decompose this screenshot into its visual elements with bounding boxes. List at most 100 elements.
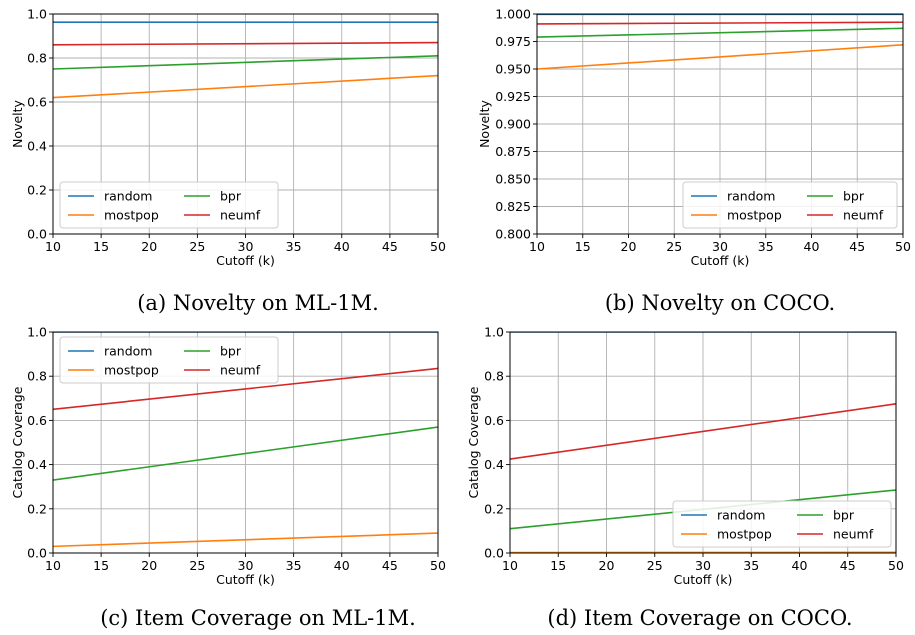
legend-label-mostpop: mostpop [104,363,159,378]
series-line-bpr [53,55,438,70]
y-tick-label: 0.0 [484,546,504,561]
chart-panel-1: 10 15 20 25 30 35 40 45 50 0.0 0.2 0.4 0.6 0.8 1.0 Cuto… [10,7,446,316]
y-axis-label: Catalog Coverage [466,386,481,498]
legend: random mostpop bpr neumf [672,500,892,548]
x-tick-label: 35 [286,239,302,254]
x-tick-label: 15 [550,558,566,573]
legend-label-neumf: neumf [220,208,261,223]
legend-box [59,336,279,384]
y-tick-label: 0.800 [495,227,531,242]
y-tick-label: 0.925 [495,89,531,104]
y-tick-label: 1.0 [27,7,47,22]
y-tick-label: 0.950 [495,62,531,77]
x-tick-label: 35 [758,239,774,254]
legend-label-bpr: bpr [843,189,865,204]
legend-label-neumf: neumf [220,363,261,378]
y-tick-label: 0.6 [27,95,47,110]
chart-panel-3: 10 15 20 25 30 35 40 45 50 0.0 0.2 0.4 0.6 0.8 1.0 Cuto… [10,325,446,631]
x-tick-label: 40 [334,558,350,573]
chart-panel-4: 10 15 20 25 30 35 40 45 50 0.0 0.2 0.4 0.6 0.8 1.0 Cuto… [466,325,904,631]
y-tick-label: 1.0 [484,325,504,340]
x-tick-label: 10 [45,239,61,254]
x-tick-label: 20 [599,558,615,573]
y-tick-label: 0.4 [27,457,47,472]
legend-label-random: random [104,189,152,204]
x-axis-label: Cutoff (k) [674,572,733,587]
x-axis-label: Cutoff (k) [216,253,275,268]
panel-caption: (c) Item Coverage on ML-1M. [100,606,416,630]
legend-box [59,181,279,229]
y-axis-label: Novelty [477,99,492,147]
x-tick-label: 25 [189,239,205,254]
legend-label-mostpop: mostpop [727,208,782,223]
legend-label-bpr: bpr [220,189,242,204]
y-tick-label: 0.825 [495,199,531,214]
x-tick-label: 45 [840,558,856,573]
x-tick-label: 50 [888,558,904,573]
x-tick-label: 50 [430,558,446,573]
y-tick-label: 0.2 [27,501,47,516]
x-tick-label: 35 [743,558,759,573]
y-tick-label: 0.0 [27,227,47,242]
x-tick-label: 40 [804,239,820,254]
series-line-mostpop [53,532,438,548]
legend-label-neumf: neumf [833,527,874,542]
y-axis-label: Novelty [10,99,25,147]
y-tick-label: 0.900 [495,117,531,132]
series-line-neumf [537,21,903,25]
series-group [53,21,438,99]
legend-box [682,181,898,229]
x-tick-label: 20 [141,239,157,254]
y-tick-label: 0.850 [495,172,531,187]
y-axis-label: Catalog Coverage [10,386,25,498]
legend-label-bpr: bpr [833,508,855,523]
series-line-bpr [537,27,903,38]
legend-label-mostpop: mostpop [104,208,159,223]
x-tick-label: 25 [647,558,663,573]
chart-panel-2: 10 15 20 25 30 35 40 45 50 0.800 0.825 0.850 0.875 0.… [477,7,911,316]
y-tick-label: 0.6 [27,413,47,428]
series-line-bpr [53,426,438,481]
x-tick-label: 45 [382,558,398,573]
x-axis-label: Cutoff (k) [216,572,275,587]
x-tick-label: 30 [695,558,711,573]
x-tick-label: 35 [286,558,302,573]
x-tick-label: 25 [189,558,205,573]
x-tick-label: 10 [45,558,61,573]
y-tick-label: 0.0 [27,546,47,561]
y-tick-label: 1.000 [495,7,531,22]
y-tick-label: 0.8 [27,51,47,66]
y-tick-label: 0.6 [484,413,504,428]
x-axis-label: Cutoff (k) [691,253,750,268]
series-line-neumf [53,41,438,46]
y-tick-label: 0.2 [484,501,504,516]
series-line-mostpop [537,44,903,70]
x-tick-label: 40 [792,558,808,573]
legend-label-random: random [717,508,765,523]
legend-label-mostpop: mostpop [717,527,772,542]
x-tick-label: 45 [382,239,398,254]
x-tick-label: 50 [430,239,446,254]
x-tick-label: 20 [621,239,637,254]
series-line-neumf [510,403,896,460]
x-tick-label: 40 [334,239,350,254]
series-group [53,332,438,548]
y-tick-label: 0.8 [27,369,47,384]
x-tick-label: 45 [849,239,865,254]
x-tick-label: 15 [93,239,109,254]
y-tick-label: 0.875 [495,144,531,159]
y-tick-label: 0.975 [495,34,531,49]
panel-caption: (d) Item Coverage on COCO. [547,606,852,630]
x-tick-label: 30 [712,239,728,254]
legend-label-bpr: bpr [220,344,242,359]
y-tick-label: 0.8 [484,369,504,384]
panel-caption: (a) Novelty on ML-1M. [137,291,379,315]
x-tick-label: 30 [238,558,254,573]
legend-label-random: random [104,344,152,359]
x-tick-label: 20 [141,558,157,573]
x-tick-label: 30 [238,239,254,254]
legend-label-random: random [727,189,775,204]
x-tick-label: 10 [529,239,545,254]
x-tick-label: 50 [895,239,911,254]
